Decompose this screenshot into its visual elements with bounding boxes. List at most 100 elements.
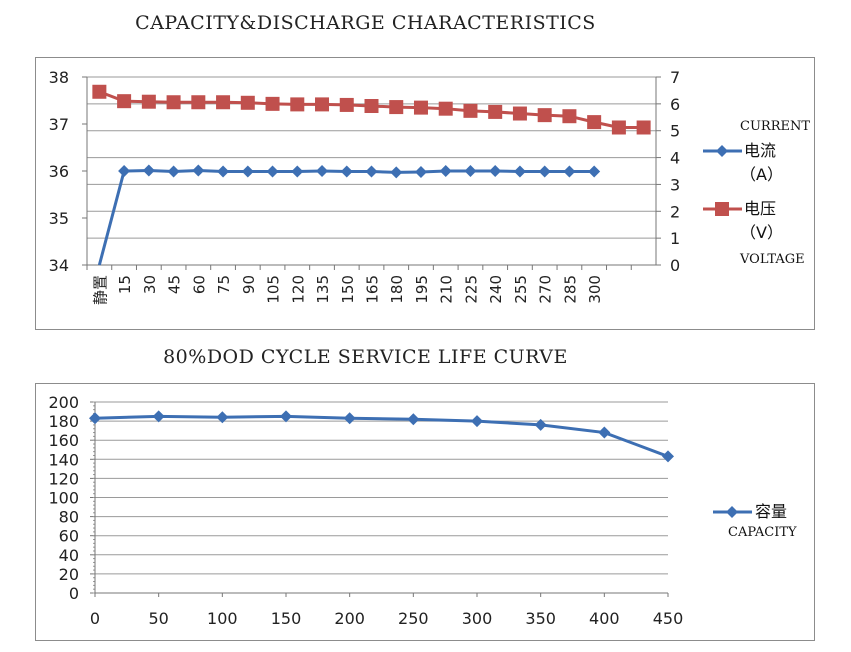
legend-current-name: 电流	[744, 141, 776, 160]
point-capacity	[89, 412, 101, 425]
point-voltage	[611, 120, 626, 135]
legend-voltage-unit: （V）	[740, 223, 783, 242]
point-voltage	[92, 84, 107, 99]
point-voltage	[636, 120, 651, 135]
legend-voltage-marker	[715, 202, 729, 216]
y-tick-label: 20	[59, 565, 79, 584]
x-tick-label: 100	[207, 609, 238, 628]
right-tick-label: 4	[670, 149, 680, 168]
x-tick-label: 350	[525, 609, 556, 628]
point-current	[538, 165, 551, 178]
chart-title-cycle-life: 80%DOD CYCLE SERVICE LIFE CURVE	[163, 346, 568, 368]
point-current	[167, 165, 180, 178]
point-capacity	[280, 410, 292, 423]
point-capacity	[152, 410, 165, 423]
chart-title-capacity-discharge: CAPACITY&DISCHARGE CHARACTERISTICS	[135, 12, 596, 34]
y-tick-label: 120	[48, 469, 79, 488]
x-tick-label: 400	[589, 609, 620, 628]
point-current	[513, 165, 526, 178]
x-tick-label: 150	[271, 609, 302, 628]
y-tick-label: 60	[59, 527, 79, 546]
point-voltage	[339, 97, 354, 112]
x-tick-label: 225	[462, 275, 480, 304]
right-tick-label: 3	[670, 175, 680, 194]
x-tick-label: 300	[586, 275, 604, 304]
point-voltage	[438, 101, 453, 116]
point-voltage	[364, 99, 379, 114]
y-tick-label: 0	[69, 584, 79, 603]
point-voltage	[191, 95, 206, 110]
x-tick-label: 75	[215, 275, 233, 294]
x-tick-label: 120	[289, 275, 307, 304]
y-tick-label: 180	[48, 412, 79, 431]
y-tick-label: 100	[48, 489, 79, 508]
left-tick-label: 35	[49, 209, 69, 228]
point-voltage	[315, 97, 330, 112]
left-tick-label: 36	[49, 162, 69, 181]
point-current	[316, 165, 329, 177]
y-tick-label: 140	[48, 450, 79, 469]
point-voltage	[463, 103, 478, 118]
x-tick-label: 250	[398, 609, 429, 628]
series-line-capacity	[94, 414, 669, 458]
point-current	[489, 165, 502, 177]
x-tick-label: 300	[462, 609, 493, 628]
x-tick-label: 30	[141, 275, 159, 294]
point-voltage	[587, 115, 602, 130]
point-capacity	[662, 450, 674, 463]
x-tick-label: 210	[438, 275, 456, 304]
point-voltage	[389, 100, 404, 115]
point-current	[390, 166, 403, 179]
point-voltage	[413, 100, 428, 115]
point-voltage	[562, 109, 577, 124]
right-tick-label: 2	[670, 202, 680, 221]
x-tick-label: 200	[334, 609, 365, 628]
point-current	[192, 164, 205, 177]
point-capacity	[534, 418, 547, 431]
point-voltage	[240, 95, 255, 110]
left-tick-label: 37	[49, 115, 69, 134]
x-tick-label: 45	[166, 275, 184, 294]
x-tick-label: 270	[537, 275, 555, 304]
point-current	[241, 165, 254, 178]
x-tick-label: 135	[314, 275, 332, 304]
x-tick-label: 195	[413, 275, 431, 304]
legend-current-en: CURRENT	[740, 119, 810, 134]
legend-capacity-name: 容量	[755, 502, 787, 521]
point-current	[588, 165, 601, 178]
point-current	[563, 165, 576, 178]
legend-capacity-en: CAPACITY	[728, 525, 797, 540]
x-tick-label: 285	[561, 275, 579, 304]
x-tick-label: 静置	[91, 275, 109, 305]
y-tick-label: 80	[59, 508, 79, 527]
point-current	[464, 165, 477, 177]
x-tick-label: 15	[116, 275, 134, 294]
x-tick-label: 0	[90, 609, 100, 628]
point-current	[439, 165, 452, 177]
x-tick-label: 240	[487, 275, 505, 304]
point-current	[142, 164, 155, 177]
point-current	[266, 165, 279, 178]
x-tick-label: 450	[653, 609, 684, 628]
point-voltage	[141, 94, 156, 109]
chart-frame-cycle-life	[35, 383, 815, 641]
point-current	[414, 165, 427, 178]
right-tick-label: 5	[670, 122, 680, 141]
point-voltage	[488, 104, 503, 119]
point-voltage	[537, 108, 552, 123]
y-tick-label: 160	[48, 431, 79, 450]
legend-voltage-name: 电压	[744, 199, 776, 218]
point-voltage	[512, 106, 527, 121]
legend-current-marker	[716, 145, 728, 157]
point-capacity	[407, 413, 420, 426]
point-capacity	[471, 415, 483, 428]
point-voltage	[166, 95, 181, 110]
legend-voltage-en: VOLTAGE	[739, 252, 805, 267]
point-voltage	[265, 96, 280, 111]
point-current	[118, 165, 131, 177]
y-tick-label: 40	[59, 546, 79, 565]
x-tick-label: 150	[339, 275, 357, 304]
x-tick-label: 255	[512, 275, 530, 304]
x-tick-label: 180	[388, 275, 406, 304]
